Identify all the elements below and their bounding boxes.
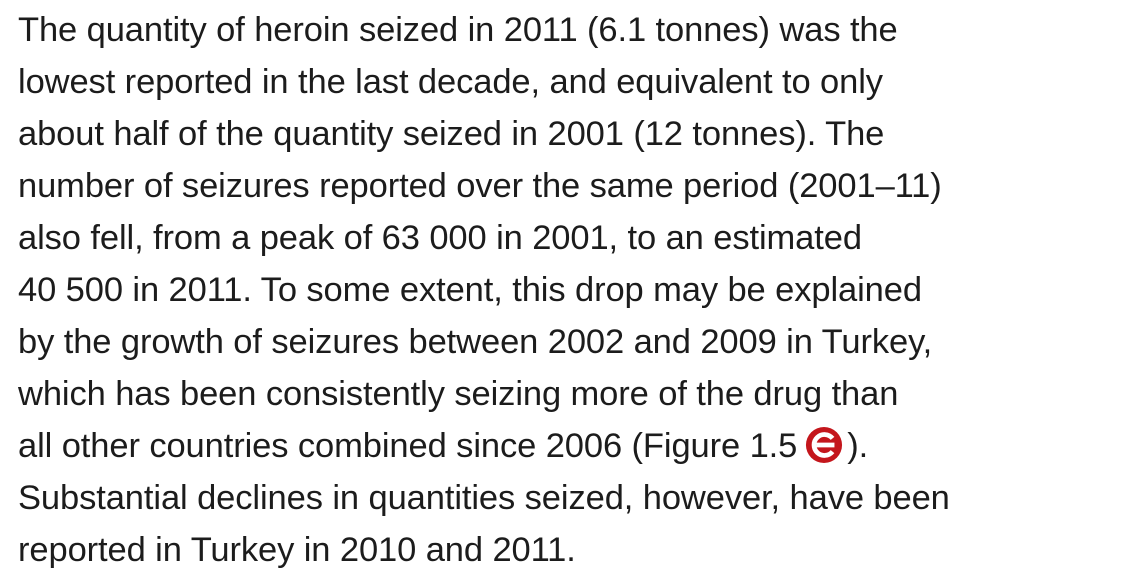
- text: also fell, from a peak of 63 000 in 2001…: [18, 219, 862, 257]
- text-line: 40 500 in 2011. To some extent, this dro…: [18, 264, 1128, 316]
- text: Substantial declines in quantities seize…: [18, 479, 950, 517]
- text: 40 500 in 2011. To some extent, this dro…: [18, 271, 922, 309]
- text-line: which has been consistently seizing more…: [18, 368, 1128, 420]
- text: The quantity of heroin seized in 2011 (6…: [18, 11, 898, 49]
- text-line: lowest reported in the last decade, and …: [18, 56, 1128, 108]
- figure-link-icon[interactable]: [805, 426, 843, 464]
- text-line: Substantial declines in quantities seize…: [18, 472, 1128, 524]
- text-line: number of seizures reported over the sam…: [18, 160, 1128, 212]
- text: reported in Turkey in 2010 and 2011.: [18, 531, 576, 569]
- text: ).: [847, 427, 869, 465]
- text: number of seizures reported over the sam…: [18, 167, 942, 205]
- paragraph: The quantity of heroin seized in 2011 (6…: [18, 4, 1128, 576]
- text-line: also fell, from a peak of 63 000 in 2001…: [18, 212, 1128, 264]
- text-line: by the growth of seizures between 2002 a…: [18, 316, 1128, 368]
- text-line: reported in Turkey in 2010 and 2011.: [18, 524, 1128, 576]
- text: all other countries combined since 2006 …: [18, 427, 798, 465]
- text: by the growth of seizures between 2002 a…: [18, 323, 933, 361]
- text-line: all other countries combined since 2006 …: [18, 420, 1128, 472]
- text: which has been consistently seizing more…: [18, 375, 899, 413]
- text-line: The quantity of heroin seized in 2011 (6…: [18, 4, 1128, 56]
- text-line: about half of the quantity seized in 200…: [18, 108, 1128, 160]
- text: about half of the quantity seized in 200…: [18, 115, 885, 153]
- text: lowest reported in the last decade, and …: [18, 63, 883, 101]
